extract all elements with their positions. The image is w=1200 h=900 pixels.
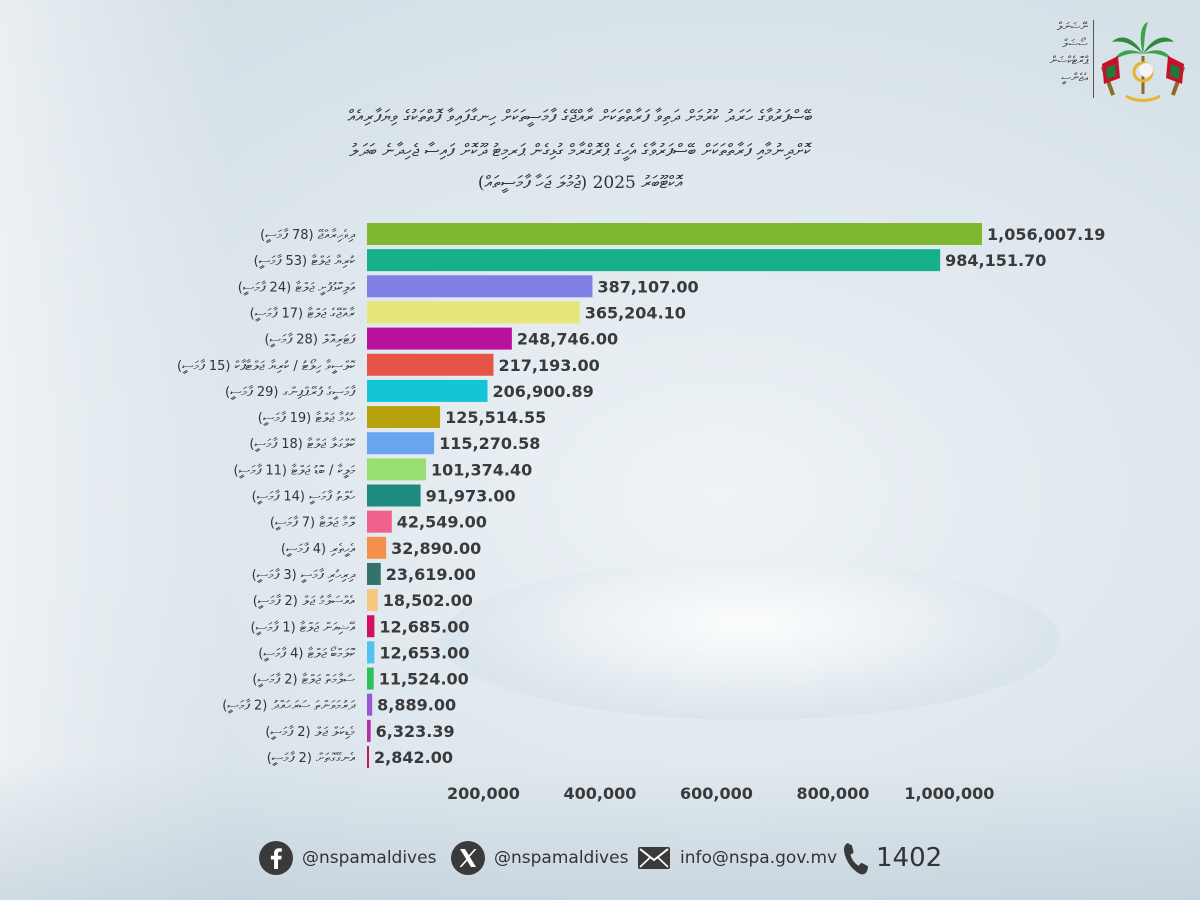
value-label: 6,323.39 <box>376 722 455 741</box>
phone-icon <box>844 843 869 875</box>
value-label: 217,193.00 <box>498 356 599 375</box>
category-label: ދަރުމަވަންތަ ސަރަހައްދު (2 ފާމަސީ) <box>222 699 356 714</box>
bar <box>367 301 580 324</box>
value-label: 23,619.00 <box>386 565 476 584</box>
maldives-emblem-logo <box>1100 22 1186 102</box>
email-address: info@nspa.gov.mv <box>680 848 838 868</box>
org-name-line: ނޭޝަނަލް <box>1056 20 1088 33</box>
bar <box>367 536 387 559</box>
x-icon <box>451 841 485 875</box>
bar <box>367 327 512 350</box>
category-label: ކޮލްސީވާ ހިލޯޓު / ކުރިޔާ ޖަލްޓާޕާކް (15 … <box>177 358 356 374</box>
title-line: ބޭސްފަރުވާގެ ހަރަދު ކުރުމަށް ދަތިވާ ފަރާ… <box>347 107 813 127</box>
phone-contact[interactable]: 1402 <box>842 828 942 888</box>
bar <box>367 510 392 533</box>
category-label: ފާމަސީގެ ފުރޭޕްޕިންގ (29 ފާމަސީ) <box>225 385 356 400</box>
x-tick-label: 600,000 <box>680 784 753 803</box>
value-label: 12,653.00 <box>379 643 469 662</box>
value-label: 125,514.55 <box>445 408 546 427</box>
category-label: ސަލާމަތް ޖަލްޓާ (2 ފާމަސީ) <box>252 673 355 688</box>
category-label: އެނގޭގޮތަށް (2 ފާމަސީ) <box>267 751 356 766</box>
bar <box>367 406 441 429</box>
bar <box>367 275 593 298</box>
bar <box>367 589 378 612</box>
value-label: 42,549.00 <box>397 513 487 532</box>
category-label: ފަޓަރިއޮލް (28 ފާމަސީ) <box>264 333 356 348</box>
bar <box>367 693 373 716</box>
bar <box>367 746 369 768</box>
bar <box>367 615 375 638</box>
org-name: ނޭޝަނަލް ސޯޝަލް ޕްރޮޓެކްޝަން އެޖެންސީ <box>992 18 1088 86</box>
bar <box>367 223 982 245</box>
value-label: 206,900.89 <box>492 382 593 401</box>
facebook-handle: @nspamaldives <box>302 848 437 868</box>
email-contact[interactable]: info@nspa.gov.mv <box>636 828 837 888</box>
category-label: މަލީކާ / ބޮޑު ޖަލްޓާ (11 ފާމަސީ) <box>234 463 356 478</box>
x-tick-label: 400,000 <box>564 784 637 803</box>
value-label: 11,524.00 <box>379 670 469 689</box>
mail-icon <box>638 847 670 869</box>
category-label: އަލިކޮޅުފުށީ ޖަލްޓާ (24 ފާމަސީ) <box>238 280 356 295</box>
bars <box>367 223 982 768</box>
value-label: 365,204.10 <box>585 303 686 322</box>
value-label: 91,973.00 <box>426 487 516 506</box>
value-label: 387,107.00 <box>597 277 698 296</box>
value-label: 32,890.00 <box>391 539 481 558</box>
x-tick-label: 800,000 <box>796 784 869 803</box>
bar <box>367 719 371 742</box>
category-label: ރާއްޖޭގެ ޖަލްޓާ (17 ފާމަސީ) <box>250 306 356 321</box>
value-label: 115,270.58 <box>439 434 540 453</box>
category-labels: ދިވެހިރާއްޖޭ (78 ފާމަސީ) ކުރިޔާ ޖަލްޓާ (5… <box>177 228 356 766</box>
category-label: މެޑިކަލް ޖަލް (2 ފާމަސީ) <box>265 725 355 740</box>
value-label: 248,746.00 <box>517 330 618 349</box>
bar <box>367 379 488 402</box>
category-label: ލޭމާ ޖަލްޓާ (7 ފާމަސީ) <box>270 516 356 531</box>
category-label: ދިވެހިރާއްޖޭ (78 ފާމަސީ) <box>260 228 356 243</box>
value-label: 984,151.70 <box>945 251 1046 270</box>
category-label: އޭޝިއަން ޖަލްޓާ (1 ފާމަސީ) <box>251 620 356 635</box>
value-label: 1,056,007.19 <box>987 225 1105 244</box>
category-label: ކޮލްގަލާ ޖަލްޓާ (18 ފާމަސީ) <box>249 437 356 452</box>
x-axis-ticks: 200,000 400,000 600,000 800,000 1,000,000 <box>447 784 994 803</box>
bar-chart: ދިވެހިރާއްޖޭ (78 ފާމަސީ) ކުރިޔާ ޖަލްޓާ (5… <box>177 223 1105 803</box>
footer: @nspamaldives @nspamaldives info@nspa.go… <box>0 828 1200 888</box>
bar <box>367 562 381 585</box>
org-name-line: އެޖެންސީ <box>1061 71 1088 84</box>
x-tick-label: 200,000 <box>447 784 520 803</box>
facebook-icon <box>259 841 293 875</box>
bar <box>367 484 421 507</box>
logo-divider <box>1093 20 1094 98</box>
facebook-contact[interactable]: @nspamaldives <box>258 828 436 888</box>
phone-number: 1402 <box>876 843 943 873</box>
category-label: އެއްސަލާމު ޖަލް (2 ފާމަސީ) <box>253 594 355 609</box>
x-tick-label: 1,000,000 <box>904 784 994 803</box>
category-label: ކުރިޔާ ޖަލްޓާ (53 ފާމަސީ) <box>254 254 356 269</box>
category-label: އެހީތެރި (4 ފާމަސީ) <box>281 542 356 557</box>
value-label: 18,502.00 <box>383 591 473 610</box>
title-date-line: އޮކްޓޫބަރު 2025 (ޖުމުލަ ޖަހާ ފާމަސީތައް) <box>477 173 683 193</box>
x-contact[interactable]: @nspamaldives <box>450 828 628 888</box>
bar <box>367 667 374 690</box>
bar <box>367 353 494 376</box>
x-handle: @nspamaldives <box>494 848 629 868</box>
category-label: ދިރިހުރި ފާމަސީ (3 ފާމަސީ) <box>252 568 356 583</box>
category-label: ކޮލަމްބޯ ޖަލްޓާ (4 ފާމަސީ) <box>258 645 356 661</box>
bar <box>367 249 941 272</box>
value-label: 2,842.00 <box>374 748 453 767</box>
org-name-line: ޕްރޮޓެކްޝަން <box>1049 54 1088 67</box>
value-labels: 1,056,007.19 984,151.70 387,107.00 365,204.… <box>374 225 1105 767</box>
value-label: 8,889.00 <box>377 696 456 715</box>
chart-title: ބޭސްފަރުވާގެ ހަރަދު ކުރުމަށް ދަތިވާ ފަރާ… <box>150 100 1010 198</box>
bar <box>367 432 435 455</box>
category-label: ހެލްތު ފާމަސީ (14 ފާމަސީ) <box>252 490 356 505</box>
value-label: 12,685.00 <box>379 617 469 636</box>
org-name-line: ސޯޝަލް <box>1062 37 1088 50</box>
bar <box>367 458 427 481</box>
category-label: ހުޅުމާ ޖަލްޓާ (19 ފާމަސީ) <box>258 411 356 426</box>
bar <box>367 641 375 664</box>
value-label: 101,374.40 <box>431 460 532 479</box>
title-line: ކޮށްދިނުމާއި ފަރާތްތަކަށް ބޭސްފަރުވާގެ އ… <box>349 141 811 161</box>
